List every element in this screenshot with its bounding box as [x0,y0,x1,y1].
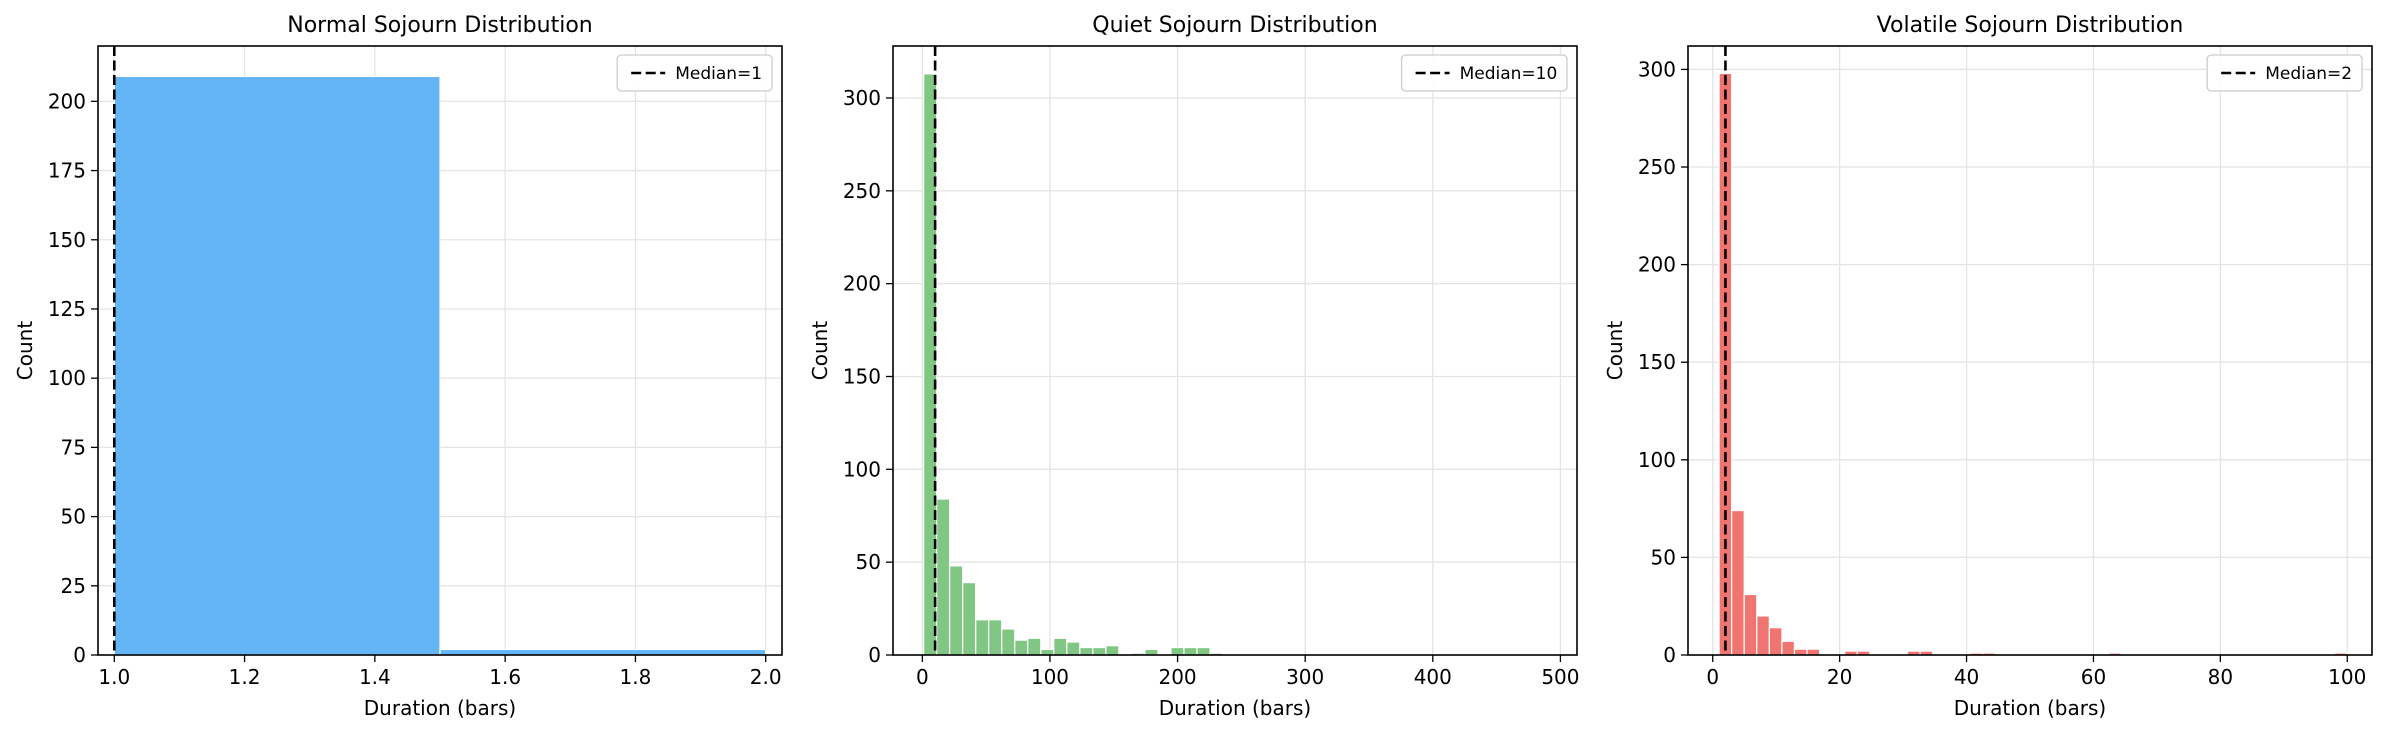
axes-frame [1687,45,2373,656]
chart-title: Quiet Sojourn Distribution [1092,13,1377,38]
x-tick-label: 1.6 [489,665,521,689]
plot-area [893,46,1577,655]
x-axis-label: Duration (bars) [364,696,516,720]
histogram-bar [1014,639,1029,656]
legend-box [616,54,773,92]
x-axis-label: Duration (bars) [1159,696,1311,720]
histogram-bar [1718,72,1733,656]
histogram-bar [936,498,951,656]
y-tick-label: 50 [1651,545,1676,569]
legend-label: Median=10 [1460,64,1558,84]
y-tick-label: 0 [1663,643,1676,667]
y-tick-label: 0 [868,643,881,667]
legend-box [1400,54,1568,92]
x-tick-label: 1.0 [98,665,130,689]
chart-panel-2: 0 100 200 300 400 500 0 50 100 150 200 250 300 Quiet … [808,13,1580,720]
y-tick-label: 150 [48,228,86,252]
y-tick-label: 100 [843,457,881,481]
histogram-bar [1806,648,1821,656]
histogram-bar [949,565,964,656]
y-tick-label: 150 [843,364,881,388]
y-tick-label: 125 [48,297,86,321]
histogram-bar [1027,637,1042,656]
y-axis-label: Count [13,321,37,381]
legend: Median=1 [616,54,773,92]
x-tick-label: 100 [2328,665,2366,689]
histogram-bar [1079,646,1094,656]
x-tick-label: 500 [1541,665,1579,689]
histogram-bar [439,648,767,656]
histogram-bar [113,75,441,656]
x-tick-label: 1.8 [620,665,652,689]
y-tick-label: 250 [1638,155,1676,179]
y-tick-label: 200 [48,89,86,113]
y-axis-label: Count [808,321,832,381]
histogram-bar [1092,646,1107,656]
x-tick-label: 100 [1031,665,1069,689]
histogram-bar [1183,646,1198,656]
x-tick-label: 200 [1158,665,1196,689]
y-tick-label: 300 [1638,57,1676,81]
histogram-bar [962,581,977,656]
y-axis-label: Count [1603,321,1627,381]
y-tick-label: 50 [61,505,86,529]
legend-label: Median=1 [675,64,762,84]
axes-frame [892,45,1578,656]
x-tick-label: 300 [1286,665,1324,689]
y-tick-label: 175 [48,159,86,183]
x-tick-label: 60 [2081,665,2106,689]
histogram-bar [1066,641,1081,656]
histogram-bar [1743,593,1758,656]
chart-panel-1: 1.0 1.2 1.4 1.6 1.8 2.0 0 25 50 75 100 125 150 175 200… [13,13,783,720]
legend-box [2206,54,2363,92]
x-axis-label: Duration (bars) [1954,696,2106,720]
y-tick-label: 300 [843,86,881,110]
x-tick-label: 1.2 [229,665,261,689]
y-tick-label: 250 [843,179,881,203]
x-tick-label: 400 [1414,665,1452,689]
x-tick-label: 2.0 [750,665,782,689]
y-tick-label: 200 [843,272,881,296]
chart-title: Normal Sojourn Distribution [287,13,592,38]
histogram-bar [1196,646,1211,656]
histogram-bar [1768,627,1783,656]
legend-label: Median=2 [2265,64,2352,84]
x-tick-label: 40 [1954,665,1979,689]
histogram-bar [1756,615,1770,656]
y-tick-label: 100 [1638,448,1676,472]
x-tick-label: 1.4 [359,665,391,689]
histogram-bar [1001,628,1016,656]
x-tick-label: 80 [2208,665,2233,689]
histogram-bar [923,73,938,656]
x-tick-label: 0 [916,665,929,689]
x-tick-label: 0 [1706,665,1719,689]
axes-frame [97,45,783,656]
y-tick-label: 50 [856,550,881,574]
chart-title: Volatile Sojourn Distribution [1877,13,2184,38]
histogram-bar [1144,648,1159,656]
histogram-bar [1793,648,1808,656]
chart-panel-3: 0 20 40 60 80 100 0 50 100 150 200 250 300 Volatile S… [1603,13,2373,720]
y-tick-label: 200 [1638,253,1676,277]
x-tick-label: 20 [1827,665,1852,689]
y-tick-label: 75 [61,435,86,459]
histogram-bar [1170,646,1185,656]
y-tick-label: 25 [61,574,86,598]
histogram-bar [1781,640,1796,656]
legend: Median=2 [2206,54,2363,92]
y-tick-label: 150 [1638,350,1676,374]
plot-area [1688,46,2372,655]
histogram-bar [1053,637,1068,656]
y-tick-label: 0 [73,643,86,667]
legend: Median=10 [1400,54,1568,92]
histogram-bar [975,619,990,656]
histogram-bar [1040,648,1055,656]
y-tick-label: 100 [48,366,86,390]
histogram-bar [1731,509,1745,656]
histogram-bar [988,619,1003,656]
histogram-bar [1105,645,1120,656]
